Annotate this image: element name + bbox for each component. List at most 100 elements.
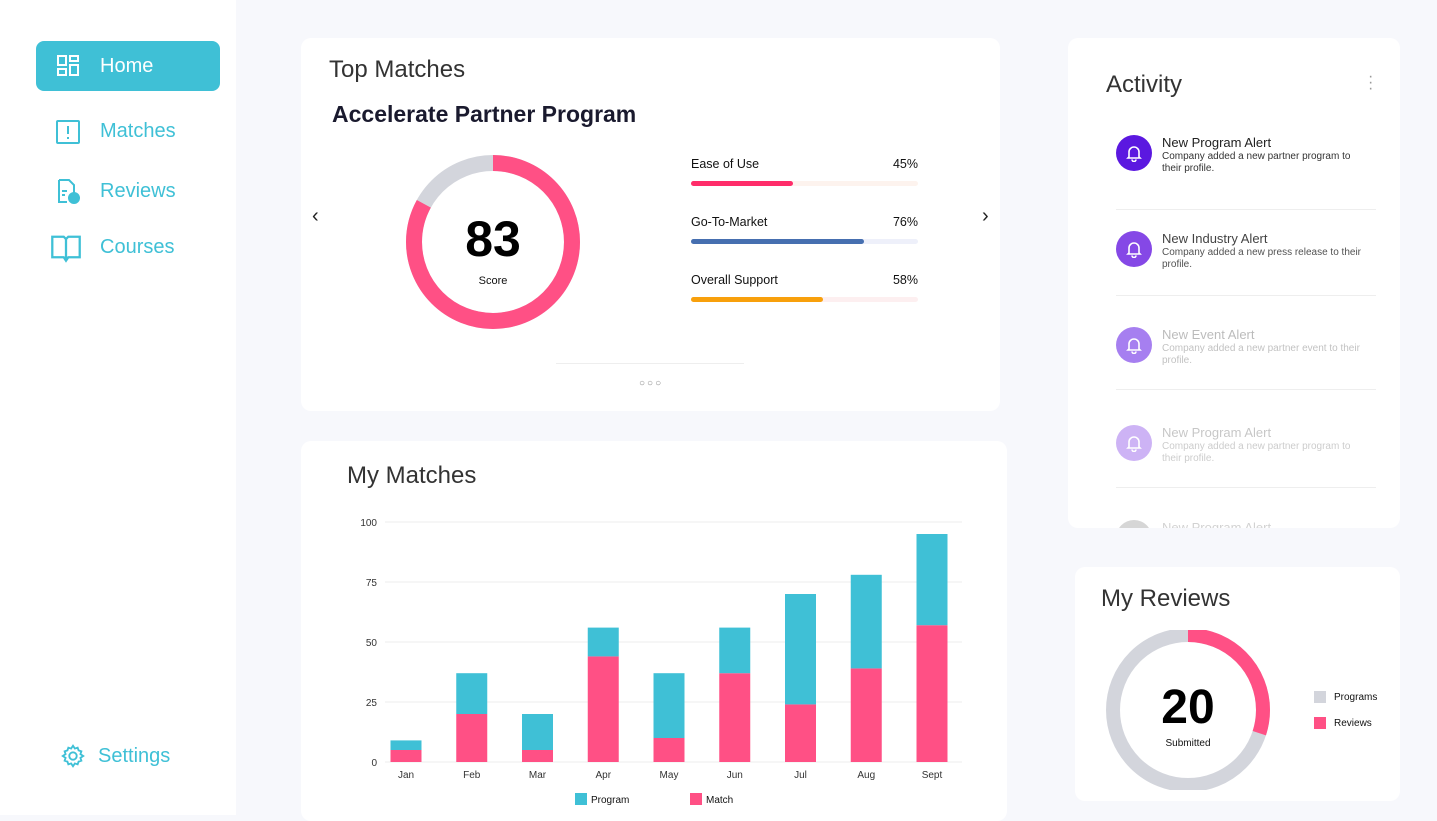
activity-desc: Company added a new partner program to t… <box>1162 151 1351 174</box>
program-name: Accelerate Partner Program <box>332 101 637 127</box>
progress-fill <box>691 297 823 302</box>
y-tick-label: 50 <box>366 638 378 649</box>
metric-label: Ease of Use <box>691 157 760 171</box>
y-tick-label: 25 <box>366 698 378 709</box>
bar-program-aug <box>850 574 882 669</box>
activity-title: New Program Alert <box>1162 520 1272 528</box>
bar-program-jan <box>390 740 422 750</box>
legend-reviews: Reviews <box>1314 717 1372 729</box>
sidebar-item-label: Reviews <box>100 179 176 202</box>
bar-program-jul <box>785 594 816 705</box>
progress-fill <box>691 181 794 186</box>
carousel-dots[interactable]: ○○○ <box>639 378 664 389</box>
bar-match-aug <box>850 668 882 762</box>
bar-program-sept <box>916 534 948 626</box>
activity-title: New Event Alert <box>1162 327 1255 342</box>
sidebar-item-settings[interactable]: Settings <box>36 731 220 781</box>
bell-icon <box>1116 327 1152 363</box>
sidebar-item-label: Matches <box>100 119 176 142</box>
progress-track <box>691 239 918 244</box>
metric-value: 58% <box>892 273 918 287</box>
activity-title: New Program Alert <box>1162 135 1272 150</box>
legend-swatch <box>690 793 702 805</box>
reviews-label: Submitted <box>1165 738 1211 749</box>
progress-fill <box>691 239 864 244</box>
metric-2: Overall Support 58% <box>691 273 918 302</box>
sidebar: Home Matches Reviews Courses Settings <box>0 0 236 815</box>
activity-item[interactable]: New Program Alert Company added a new par… <box>1116 425 1376 465</box>
sidebar-item-label: Settings <box>98 744 171 767</box>
sidebar-item-home[interactable]: Home <box>36 41 220 91</box>
activity-item[interactable]: New Event Alert Company added a new partn… <box>1116 327 1376 367</box>
card-title: Activity <box>1106 71 1183 98</box>
sidebar-item-reviews[interactable]: Reviews <box>36 166 220 216</box>
activity-title: New Industry Alert <box>1162 231 1268 246</box>
bell-icon <box>1116 135 1152 171</box>
document-question-icon <box>58 179 80 204</box>
progress-track <box>691 181 918 186</box>
x-tick-label: Mar <box>529 770 547 781</box>
x-tick-label: Aug <box>857 770 875 781</box>
bell-icon <box>1116 231 1152 267</box>
bell-icon <box>1116 520 1152 528</box>
grid-icon <box>57 55 79 76</box>
divider <box>1116 389 1376 390</box>
x-tick-label: Jul <box>794 770 807 781</box>
gear-icon <box>61 744 85 768</box>
x-tick-label: Apr <box>595 770 611 781</box>
bar-program-feb <box>456 673 488 714</box>
legend-label: Programs <box>1334 691 1378 703</box>
sidebar-item-courses[interactable]: Courses <box>36 222 220 272</box>
x-tick-label: Feb <box>463 770 481 781</box>
activity-item[interactable]: New Program Alert Company added a new par… <box>1116 135 1376 175</box>
bar-program-jun <box>719 627 751 674</box>
x-tick-label: Sept <box>922 770 943 781</box>
clipboard-alert-icon <box>56 120 80 144</box>
activity-item[interactable]: New Industry Alert Company added a new pr… <box>1116 231 1376 271</box>
more-options-icon[interactable]: · · · <box>1368 68 1374 97</box>
reviews-value: 20 <box>1161 681 1215 734</box>
bell-icon <box>1116 425 1152 461</box>
legend-swatch <box>1314 691 1326 703</box>
score-value: 83 <box>465 211 521 267</box>
metric-value: 45% <box>892 157 918 171</box>
bar-match-jul <box>785 704 816 762</box>
activity-desc: Company added a new partner program to t… <box>1162 441 1351 464</box>
legend-label: Reviews <box>1334 717 1372 729</box>
activity-desc: Company added a new press release to the… <box>1162 247 1362 270</box>
divider <box>556 363 744 364</box>
divider <box>1116 209 1376 210</box>
legend-programs: Programs <box>1314 691 1377 703</box>
card-title: My Reviews <box>1101 585 1231 612</box>
y-tick-label: 0 <box>371 758 377 769</box>
bar-match-jan <box>390 750 422 762</box>
card-title: Top Matches <box>329 56 466 83</box>
next-arrow-icon[interactable]: › <box>982 205 989 227</box>
metric-0: Ease of Use 45% <box>691 157 918 186</box>
prev-arrow-icon[interactable]: ‹ <box>312 205 319 227</box>
activity-item[interactable]: New Program Alert <box>1116 520 1376 528</box>
x-tick-label: May <box>660 770 679 781</box>
bar-program-may <box>653 673 685 738</box>
sidebar-item-matches[interactable]: Matches <box>36 106 220 156</box>
bar-match-sept <box>916 625 948 762</box>
legend-label: Match <box>706 795 733 806</box>
sidebar-item-label: Home <box>100 54 154 77</box>
y-tick-label: 100 <box>360 518 377 529</box>
matches-bar-chart: 0 25 50 75 100 Jan Feb Mar Apr May Jun Jul Aug Sept Pr… <box>360 518 962 806</box>
bar-program-mar <box>522 714 553 750</box>
bar-match-mar <box>522 750 553 762</box>
bar-match-feb <box>456 714 488 762</box>
progress-track <box>691 297 918 302</box>
score-label: Score <box>478 275 508 287</box>
bar-match-may <box>653 738 685 762</box>
bar-match-jun <box>719 673 751 762</box>
legend-swatch <box>1314 717 1326 729</box>
card-title: My Matches <box>347 462 477 489</box>
bar-program-apr <box>587 627 619 657</box>
metric-label: Overall Support <box>691 273 778 287</box>
x-tick-label: Jun <box>727 770 743 781</box>
bar-match-apr <box>587 656 619 762</box>
sidebar-item-label: Courses <box>100 235 175 258</box>
donut-reviews-arc <box>1106 630 1270 790</box>
